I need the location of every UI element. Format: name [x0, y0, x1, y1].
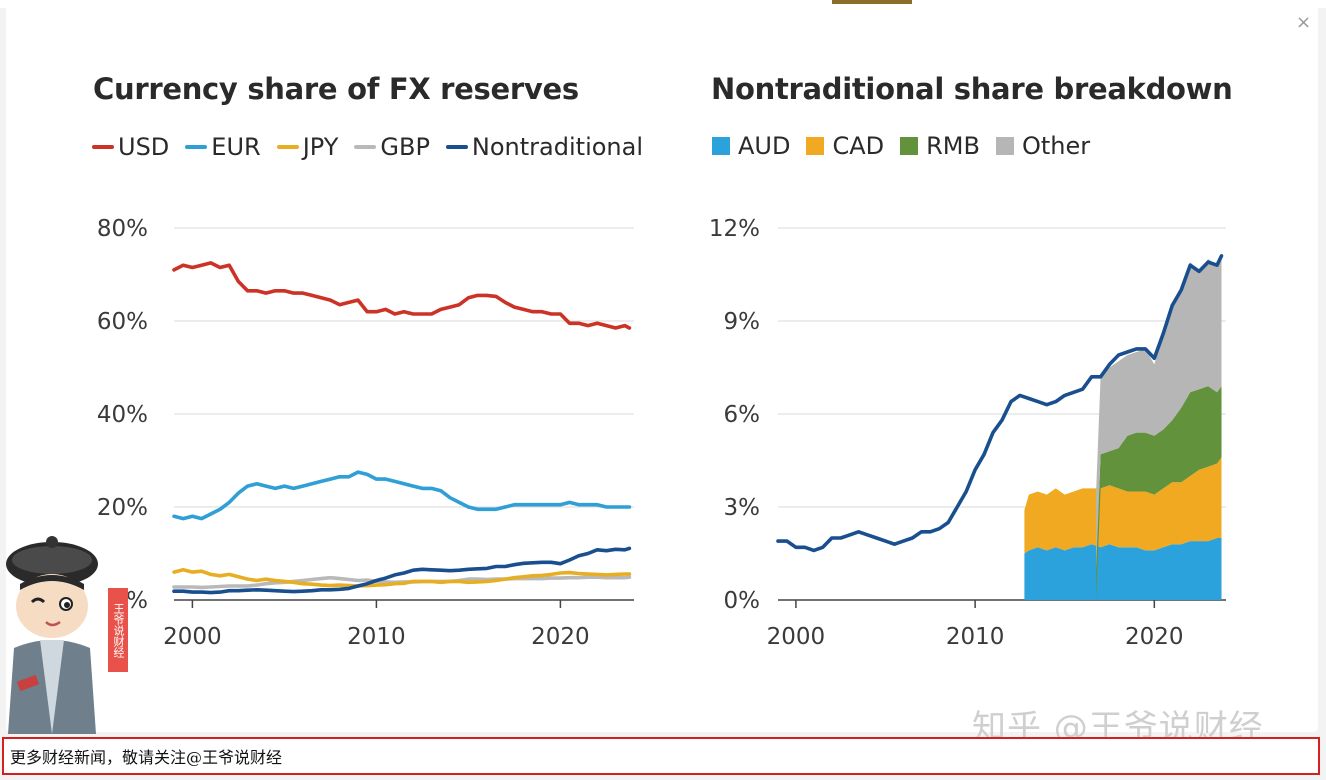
footer-text: 更多财经新闻，敬请关注@王爷说财经: [10, 748, 283, 767]
legend-item-jpy: JPY: [276, 133, 339, 161]
legend-item-cad: CAD: [806, 132, 884, 160]
legend-item-usd: USD: [92, 133, 169, 161]
left-chart-x-tick-label: 2000: [163, 624, 222, 650]
seal-stamp: 王爷说财经: [108, 588, 128, 672]
article-thumbnail[interactable]: [832, 0, 912, 7]
mascot-sticker-icon: [6, 536, 98, 734]
legend-swatch-cad: [806, 137, 825, 155]
left-series-line-jpy: [172, 568, 632, 588]
right-chart-x-tick-label: 2000: [767, 624, 826, 650]
left-series-line-eur: [172, 470, 632, 521]
image-viewer-modal: ×: [6, 4, 1318, 732]
legend-item-aud: AUD: [712, 132, 790, 160]
right-chart-title: Nontraditional share breakdown: [711, 72, 1233, 106]
left-chart-y-tick-label: 80%: [97, 216, 148, 242]
close-icon[interactable]: ×: [1296, 12, 1312, 33]
legend-label-other: Other: [1021, 132, 1091, 160]
legend-label-nontraditional: Nontraditional: [471, 133, 644, 161]
legend-swatch-eur: [185, 145, 208, 149]
legend-label-aud: AUD: [738, 132, 791, 160]
legend-label-cad: CAD: [832, 132, 885, 160]
right-chart-x-tick-label: 2010: [946, 624, 1005, 650]
legend-item-rmb: RMB: [900, 132, 980, 160]
legend-item-gbp: GBP: [354, 133, 430, 161]
legend-swatch-aud: [712, 137, 730, 155]
right-total-line: [776, 254, 1224, 553]
right-chart-x-tick-label: 2020: [1125, 624, 1184, 650]
right-chart-y-tick-label: 0%: [724, 588, 761, 614]
legend-label-rmb: RMB: [926, 132, 980, 160]
right-chart-y-tick-label: 12%: [709, 216, 760, 242]
legend-swatch-rmb: [900, 137, 919, 155]
right-area-rmb: [1096, 386, 1222, 600]
legend-label-jpy: JPY: [302, 133, 339, 161]
legend-swatch-jpy: [276, 145, 299, 149]
legend-swatch-gbp: [354, 145, 377, 149]
legend-item-eur: EUR: [185, 133, 261, 161]
legend-label-gbp: GBP: [380, 133, 430, 161]
right-chart-y-tick-label: 3%: [724, 495, 761, 521]
legend-label-usd: USD: [118, 133, 170, 161]
right-area-other: [1096, 255, 1222, 569]
legend-swatch-other: [995, 137, 1014, 155]
right-chart-y-tick-label: 9%: [724, 309, 761, 335]
left-chart-title: Currency share of FX reserves: [93, 72, 579, 106]
right-area-aud: [1024, 538, 1222, 600]
left-chart-y-tick-label: 20%: [97, 495, 148, 521]
legend-label-eur: EUR: [211, 133, 261, 161]
right-chart-y-tick-label: 6%: [724, 402, 761, 428]
legend-swatch-nontraditional: [445, 145, 468, 149]
left-series-line-usd: [172, 261, 632, 330]
left-series-line-nontraditional: [172, 546, 632, 595]
right-chart-legend: AUD CAD RMB Other: [712, 132, 1106, 160]
legend-swatch-usd: [92, 145, 114, 149]
left-chart-y-tick-label: 40%: [97, 402, 148, 428]
right-area-cad: [1024, 457, 1222, 554]
left-chart-legend: USD EUR JPY GBP Nontraditional: [92, 133, 659, 161]
legend-item-nontraditional: Nontraditional: [445, 133, 644, 161]
left-chart-y-tick-label: 60%: [97, 309, 148, 335]
left-chart-x-tick-label: 2020: [531, 624, 590, 650]
footer-banner[interactable]: 更多财经新闻，敬请关注@王爷说财经: [2, 737, 1320, 775]
left-chart-x-tick-label: 2010: [347, 624, 406, 650]
legend-item-other: Other: [995, 132, 1091, 160]
